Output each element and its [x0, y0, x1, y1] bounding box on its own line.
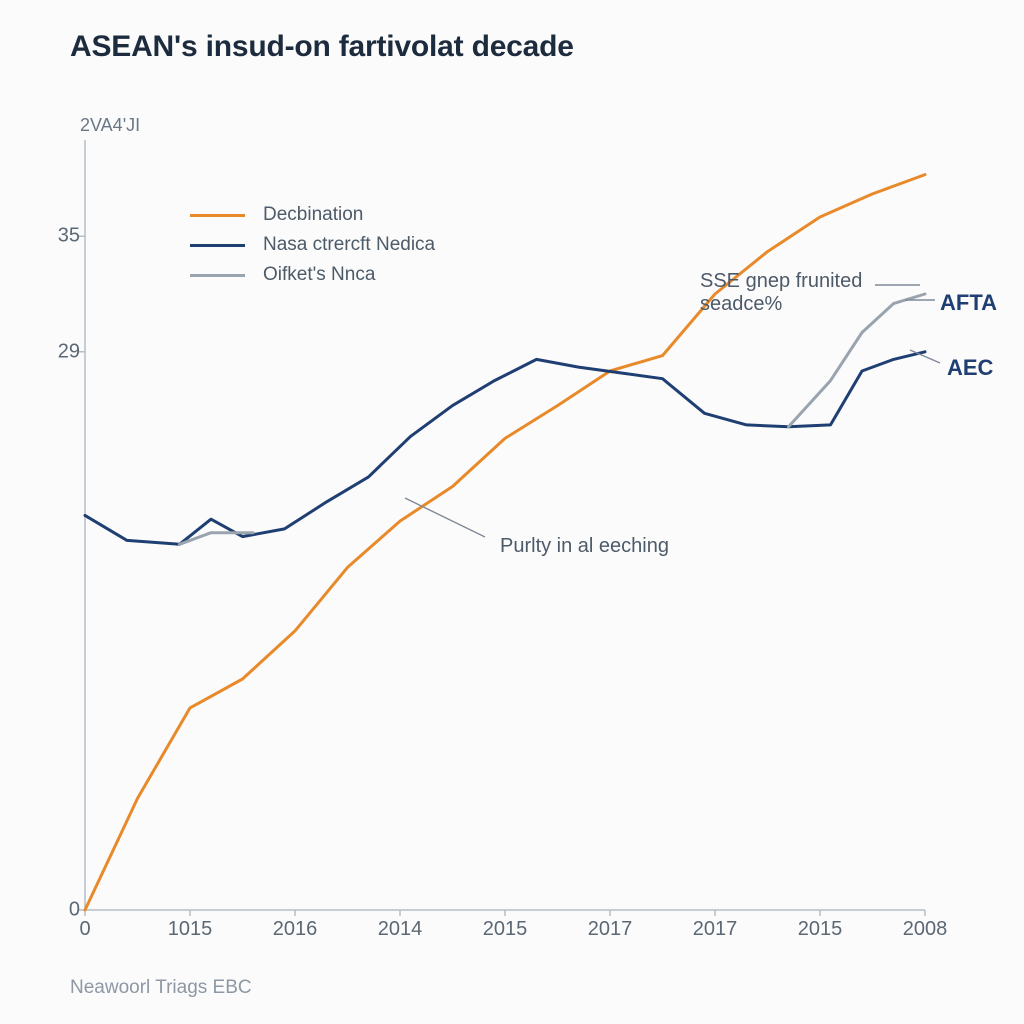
x-tick-label: 2016	[273, 918, 318, 941]
x-tick-label: 2008	[903, 918, 948, 941]
x-tick-label: 2017	[588, 918, 633, 941]
legend-item: Nasa ctrercft Nedica	[190, 230, 435, 260]
x-tick-label: 1015	[168, 918, 213, 941]
annotation-purity: Purlty in al eeching	[500, 535, 669, 558]
x-tick-label: 2015	[483, 918, 528, 941]
end-label-aec: AEC	[947, 355, 993, 381]
y-tick-label: 29	[40, 340, 80, 363]
chart-container: ASEAN's insud-on fartivolat decade 2VA4'…	[0, 0, 1024, 1024]
y-tick-label: 0	[40, 899, 80, 922]
legend: Decbination Nasa ctrercft Nedica Oifket's …	[190, 200, 435, 290]
legend-item: Decbination	[190, 200, 435, 230]
legend-label: Nasa ctrercft Nedica	[263, 234, 435, 256]
chart-title: ASEAN's insud-on fartivolat decade	[70, 30, 574, 64]
y-axis-label: 2VA4'JI	[80, 115, 140, 136]
source-note: Neawoorl Triags EBC	[70, 977, 252, 999]
x-tick-label: 2015	[798, 918, 843, 941]
x-tick-label: 2017	[693, 918, 738, 941]
x-tick-label: 0	[79, 918, 90, 941]
y-tick-label: 35	[40, 225, 80, 248]
annotation-sse: SSE gnep frunited seadce%	[700, 270, 862, 316]
x-tick-label: 2014	[378, 918, 423, 941]
legend-swatch	[190, 214, 245, 217]
legend-item: Oifket's Nnca	[190, 260, 435, 290]
chart-plot-area: 02935010152016201420152017201720152008 D…	[85, 140, 925, 910]
legend-swatch	[190, 274, 245, 277]
legend-swatch	[190, 244, 245, 247]
end-label-afta: AFTA	[940, 290, 997, 316]
legend-label: Oifket's Nnca	[263, 264, 375, 286]
legend-label: Decbination	[263, 204, 363, 226]
